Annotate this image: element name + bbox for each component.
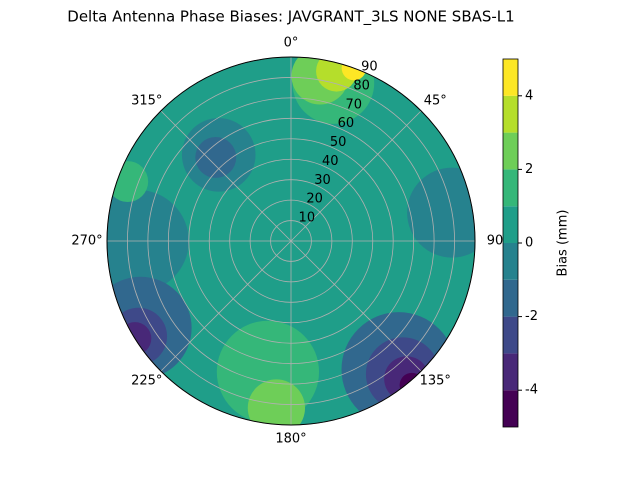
colorbar-tick-label: 2 bbox=[525, 162, 533, 177]
colorbar-band bbox=[503, 169, 518, 207]
colorbar-band bbox=[503, 206, 518, 243]
colorbar-tick-label: 0 bbox=[525, 236, 533, 251]
theta-tick-label: 315° bbox=[131, 93, 162, 108]
r-tick-label: 10 bbox=[299, 211, 316, 226]
chart-title: Delta Antenna Phase Biases: JAVGRANT_3LS… bbox=[67, 8, 514, 27]
theta-tick-label: 225° bbox=[131, 374, 162, 389]
r-tick-label: 60 bbox=[338, 116, 355, 131]
r-tick-label: 40 bbox=[322, 154, 339, 169]
colorbar-band bbox=[503, 243, 518, 280]
grid-spoke bbox=[290, 240, 422, 372]
theta-tick-label: 45° bbox=[424, 93, 447, 108]
colorbar-band bbox=[503, 95, 518, 133]
grid-spoke bbox=[160, 240, 292, 372]
contour-region bbox=[195, 136, 237, 178]
polar-frame bbox=[106, 56, 476, 426]
colorbar-band bbox=[503, 279, 518, 317]
colorbar-band bbox=[503, 316, 518, 354]
r-tick-label: 30 bbox=[314, 173, 331, 188]
contour-region bbox=[247, 379, 306, 425]
r-tick-label: 70 bbox=[345, 97, 362, 112]
colorbar-band bbox=[503, 132, 518, 170]
r-tick-label: 90 bbox=[361, 60, 378, 75]
colorbar-label: Bias (mm) bbox=[556, 210, 571, 277]
theta-tick-label: 180° bbox=[275, 432, 306, 447]
r-tick-label: 20 bbox=[306, 192, 323, 207]
theta-tick-label: 0° bbox=[284, 36, 299, 51]
grid-spoke bbox=[160, 110, 292, 242]
colorbar-tick-label: -4 bbox=[525, 383, 538, 398]
r-tick-label: 80 bbox=[353, 78, 370, 93]
theta-tick-label: 135° bbox=[420, 374, 451, 389]
grid-spoke bbox=[290, 110, 422, 242]
contour-region bbox=[107, 161, 149, 203]
theta-tick-label: 270° bbox=[71, 234, 102, 249]
colorbar-band bbox=[503, 59, 518, 96]
colorbar-band bbox=[503, 353, 518, 391]
colorbar-tick-label: -2 bbox=[525, 309, 538, 324]
colorbar-band bbox=[503, 390, 518, 427]
polar-grid bbox=[106, 56, 476, 426]
colorbar-tick-label: 4 bbox=[525, 88, 533, 103]
theta-tick-label: 90 bbox=[487, 234, 504, 249]
r-tick-label: 50 bbox=[330, 135, 347, 150]
colorbar bbox=[502, 58, 522, 428]
